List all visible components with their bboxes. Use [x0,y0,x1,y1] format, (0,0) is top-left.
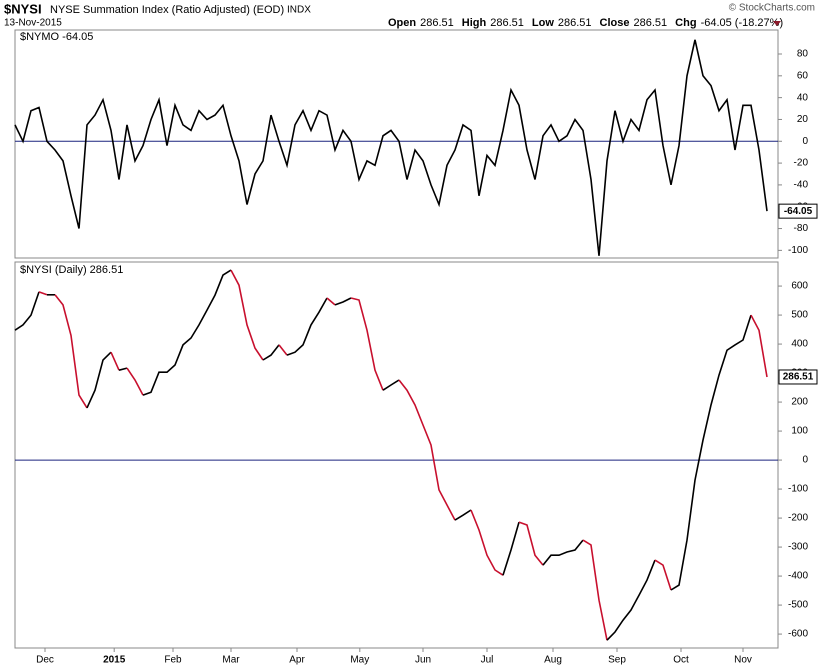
quote-label: High [462,17,487,29]
exchange: INDX [287,5,311,16]
series-line [654,559,672,591]
x-tick-label: Feb [164,655,182,666]
series-line [86,351,112,409]
series-line [518,521,544,566]
legend: $NYSI (Daily) 286.51 [20,264,123,276]
series-line [454,509,472,521]
y-tick-label: 40 [797,92,809,103]
series-line [470,509,504,576]
x-tick-label: Apr [289,655,305,666]
x-tick-label: Aug [544,655,562,666]
y-tick-label: 0 [802,455,808,466]
y-tick-label: -80 [794,223,809,234]
series-line [670,314,752,591]
last-value-box [778,203,818,219]
quote-value: 286.51 [634,17,668,29]
quote-value: -64.05 (-18.27%) [701,17,784,29]
series-line [502,521,520,576]
series-line [142,269,232,396]
quote-label: Close [600,17,630,29]
series-line [286,297,328,356]
quote-value: 286.51 [558,17,592,29]
x-tick-label: Jul [481,655,494,666]
y-tick-label: 600 [791,281,808,292]
y-tick-label: 0 [802,136,808,147]
y-tick-label: -20 [794,158,809,169]
series-line [606,559,656,641]
x-tick-label: Sep [608,655,626,666]
series-line [350,297,384,391]
x-tick-label: May [350,655,369,666]
y-tick-label: 20 [797,114,809,125]
y-tick-label: 200 [791,397,808,408]
y-tick-label: -40 [794,180,809,191]
y-tick-label: 400 [791,339,808,350]
x-tick-label: Oct [673,655,689,666]
series-line [54,294,88,409]
symbol: $NYSI [4,1,42,16]
series-line [326,297,336,306]
down-arrow [773,21,781,26]
y-tick-label: 500 [791,310,808,321]
last-value-box [778,369,818,385]
x-tick-label: Mar [222,655,240,666]
y-tick-label: -300 [788,542,808,553]
series-line [14,291,40,331]
quote-label: Open [388,17,416,29]
panel-frame [14,261,779,649]
quote-label: Low [532,17,554,29]
series-line [14,39,768,256]
series-line [126,367,144,396]
y-tick-label: -100 [788,245,808,256]
last-value-label: 286.51 [783,372,814,383]
series-line [398,379,456,521]
y-tick-label: -100 [788,484,808,495]
quote-text: Open 286.51 High 286.51 Low 286.51 Close 286.51… [388,17,783,29]
series-line [262,344,280,361]
y-tick-label: -500 [788,600,808,611]
series-line [334,297,352,306]
series-line [230,269,264,361]
x-tick-label: Dec [36,655,54,666]
x-tick-label: Nov [734,655,752,666]
series-line [542,539,584,566]
y-tick-label: 80 [797,49,809,60]
x-tick-label: 2015 [103,655,126,666]
series-line [110,351,120,371]
last-value-label: -64.05 [784,206,813,217]
series-line [382,379,400,391]
quote-value: 286.51 [490,17,524,29]
series-line [278,344,288,356]
legend: $NYMO -64.05 [20,31,93,43]
series-line [750,314,768,378]
date: 13-Nov-2015 [4,18,62,29]
index-name: NYSE Summation Index (Ratio Adjusted) (E… [50,4,284,16]
x-tick-label: Jun [415,655,431,666]
series-line [582,539,608,641]
y-tick-label: 100 [791,426,808,437]
y-tick-label: -200 [788,513,808,524]
quote-label: Chg [675,17,696,29]
quote: Open 286.51 High 286.51 Low 286.51 Close 286.51… [388,17,783,29]
panel-frame [14,29,779,259]
y-tick-label: -600 [788,629,808,640]
quote-value: 286.51 [420,17,454,29]
series-line [118,367,128,371]
y-tick-label: -400 [788,571,808,582]
series-line [38,291,48,296]
credit: © StockCharts.com [729,3,815,14]
y-tick-label: 60 [797,70,809,81]
